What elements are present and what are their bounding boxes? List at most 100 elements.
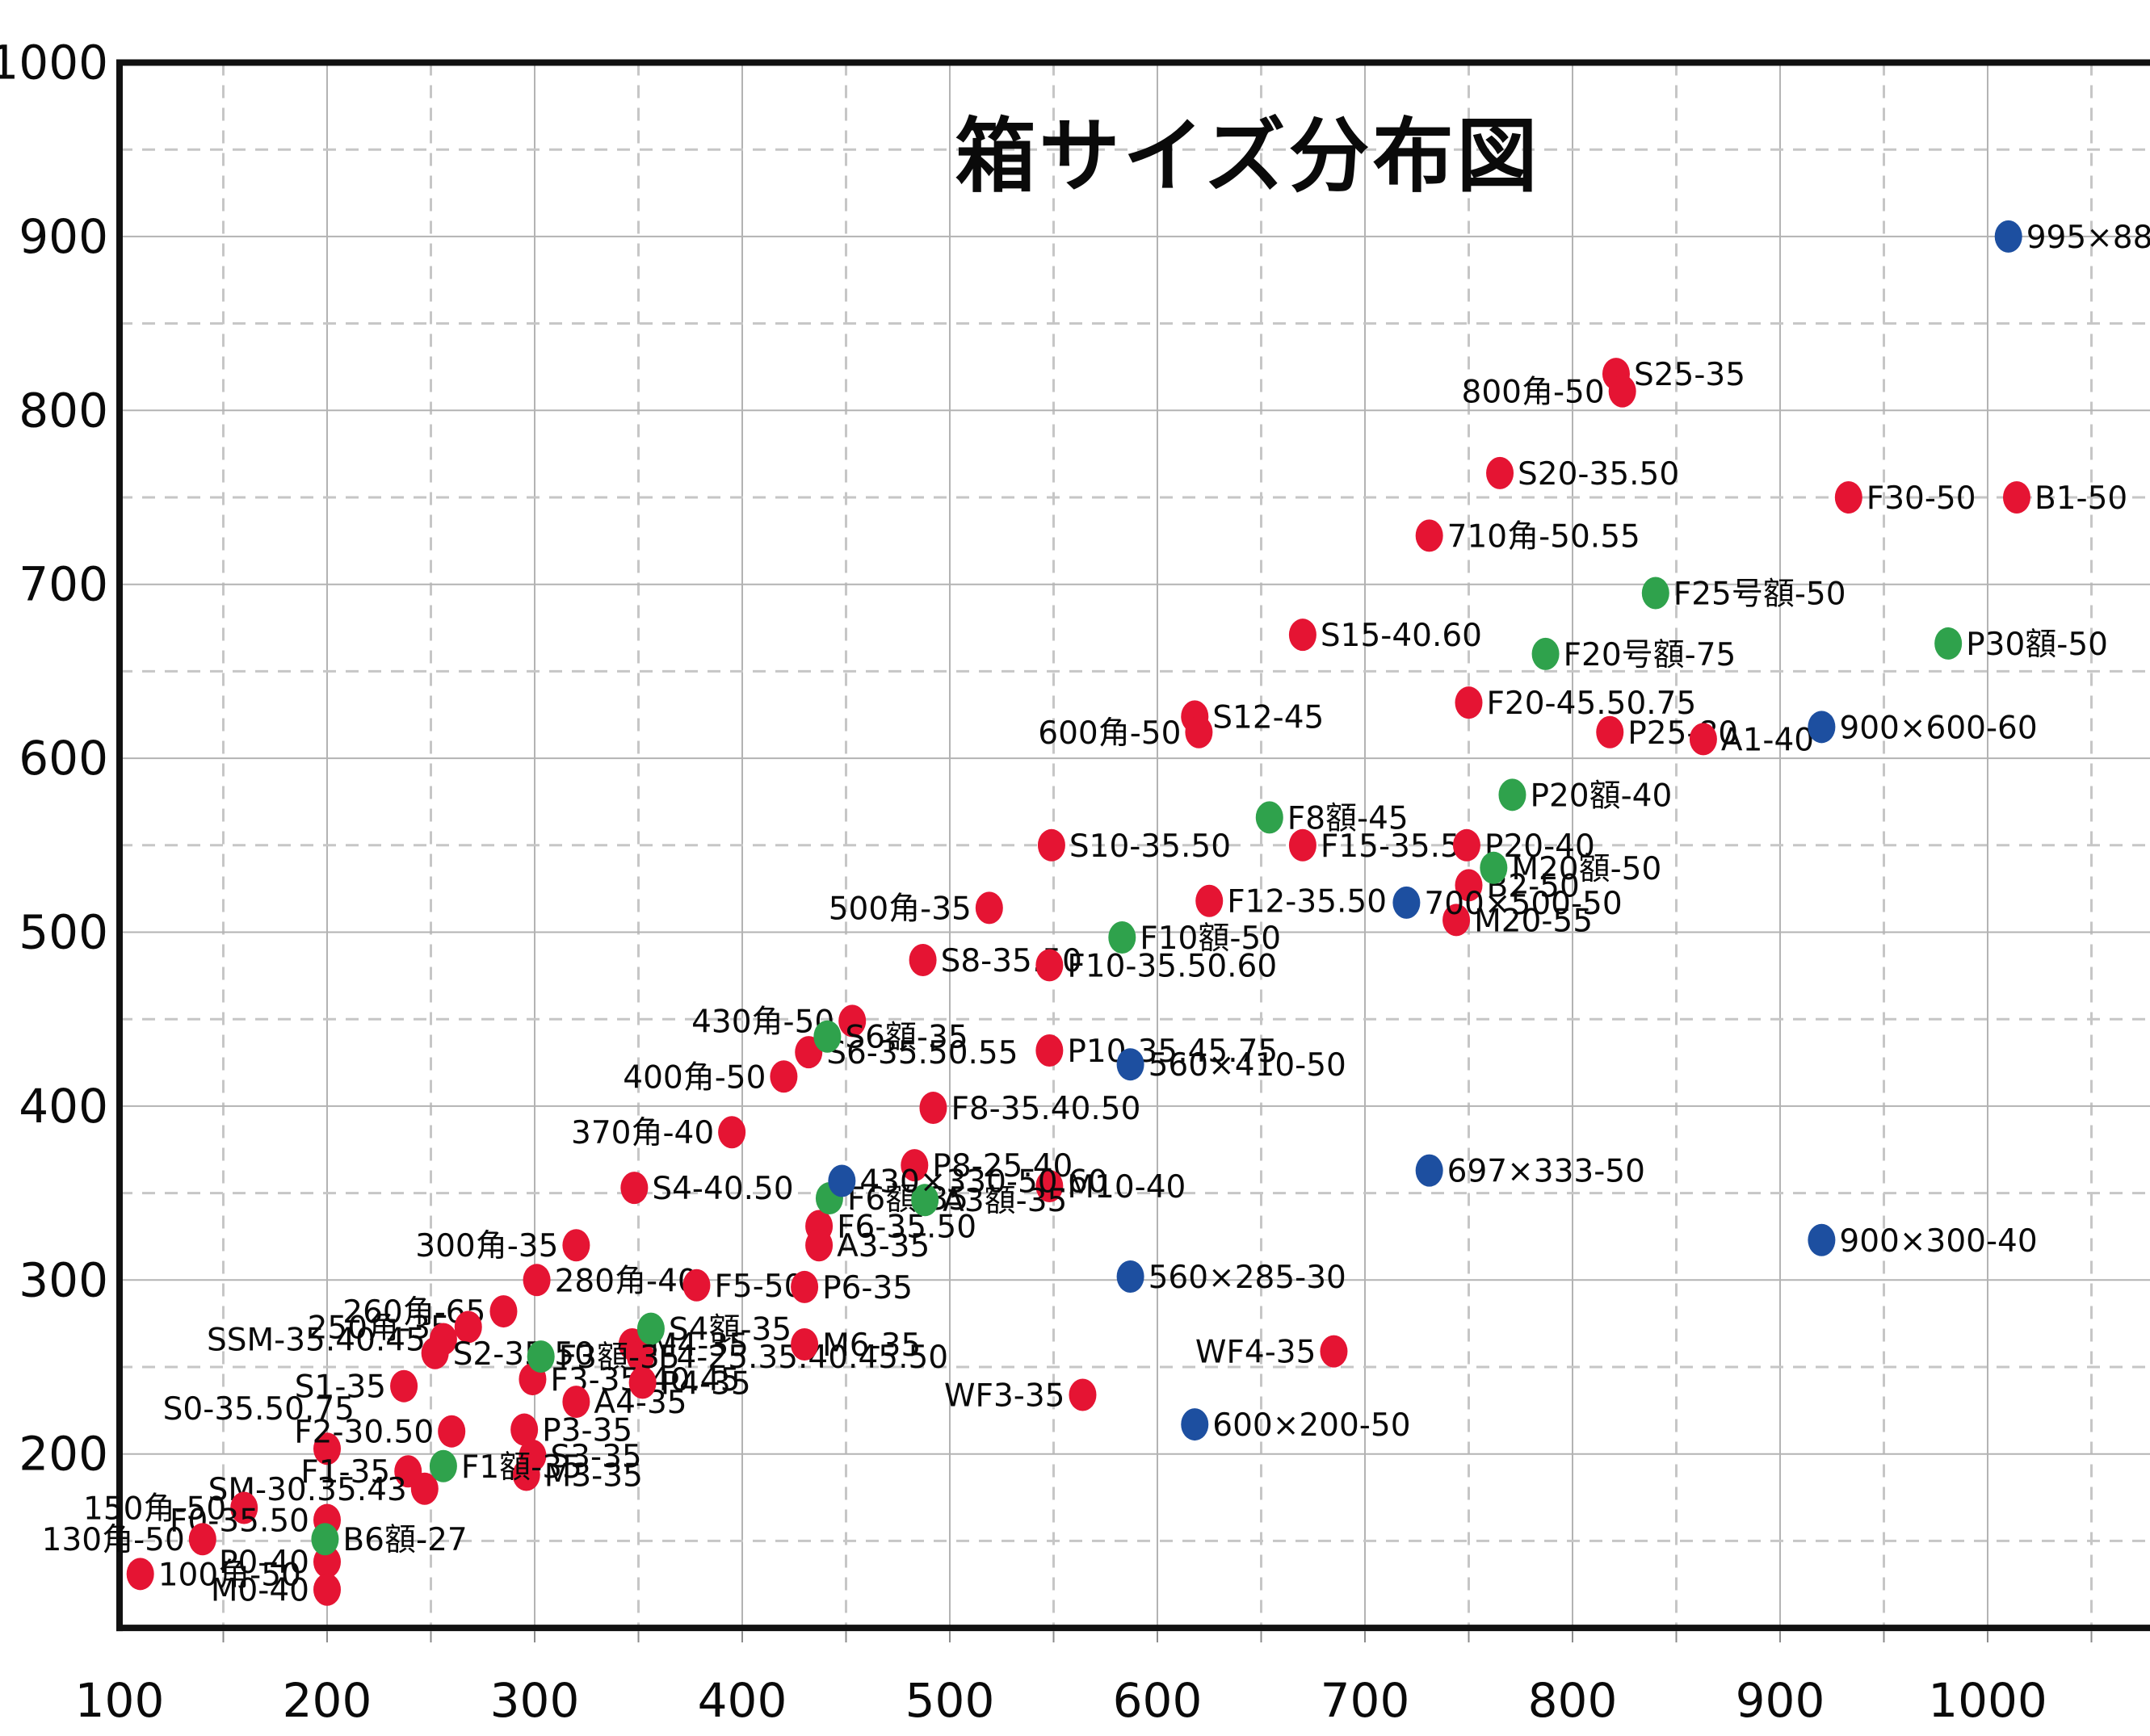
data-point-label: S10-35.50 xyxy=(1069,828,1231,865)
data-point-label: F8額-45 xyxy=(1287,800,1409,837)
data-point-label: 710角-50.55 xyxy=(1447,518,1640,555)
data-point-label: 130角-50 xyxy=(42,1522,185,1558)
data-point-label: M0-40 xyxy=(211,1573,309,1609)
data-point xyxy=(975,891,1003,925)
axis-tick-labels: 100 200 300 400 500 600 700 800 900 1000 200 300 400… xyxy=(0,36,2047,1729)
data-point xyxy=(1455,686,1483,719)
data-point xyxy=(512,1458,540,1491)
data-point-label: P10-35.45.75 xyxy=(1067,1034,1278,1070)
data-point-label: S6-35.50.55 xyxy=(826,1035,1018,1071)
data-point xyxy=(770,1060,798,1093)
data-point xyxy=(791,1327,819,1361)
data-point xyxy=(682,1268,711,1302)
data-point-label: A3額-35 xyxy=(943,1183,1067,1219)
data-point xyxy=(1531,637,1560,670)
data-point-label: P25-80 xyxy=(1627,715,1738,752)
data-point-label: P4-35 xyxy=(661,1365,751,1402)
data-point xyxy=(1596,715,1624,748)
data-point xyxy=(620,1172,649,1205)
data-point-label: 900×600-60 xyxy=(1839,710,2037,746)
data-point-label: S4-40.50 xyxy=(652,1171,793,1207)
data-point-label: 430×330-50.60 xyxy=(859,1164,1107,1201)
data-point xyxy=(909,943,937,976)
data-point xyxy=(1934,627,1963,660)
data-point xyxy=(523,1264,551,1297)
data-point-label: F25号額-50 xyxy=(1673,576,1846,612)
data-point xyxy=(421,1336,449,1369)
data-point xyxy=(510,1413,539,1446)
data-point-label: S12-45 xyxy=(1212,699,1324,736)
data-point-label: F2-30.50 xyxy=(294,1415,434,1451)
data-point xyxy=(1255,801,1283,834)
data-point xyxy=(454,1310,482,1344)
data-point xyxy=(1185,715,1213,748)
data-point xyxy=(1116,1260,1144,1293)
data-point-label: M20-55 xyxy=(1474,903,1593,939)
data-point xyxy=(911,1184,939,1217)
data-point-label: 700×500-50 xyxy=(1424,886,1622,922)
data-point xyxy=(791,1270,819,1303)
x-axis-tick-label: 400 xyxy=(698,1673,787,1728)
data-point-label: M10-40 xyxy=(1067,1169,1186,1206)
data-point-label: S25-35 xyxy=(1634,357,1745,393)
x-axis-tick-label: 500 xyxy=(905,1673,995,1728)
data-point-label: M6-35 xyxy=(822,1327,921,1364)
data-point-label: 280角-40 xyxy=(555,1263,698,1299)
data-point xyxy=(313,1432,341,1466)
data-point xyxy=(628,1366,657,1399)
data-point-label: P30額-50 xyxy=(1966,627,2108,663)
y-axis-tick-label: 700 xyxy=(19,557,108,612)
data-point xyxy=(919,1092,947,1125)
data-point-label: SSM-35.40.45 xyxy=(207,1323,426,1359)
data-point xyxy=(627,1340,655,1373)
axis-frame xyxy=(116,59,2150,1643)
data-point xyxy=(838,1004,867,1038)
data-point-label: B1-50 xyxy=(2035,480,2127,517)
data-point-label: F12-35.50 xyxy=(1227,884,1387,920)
data-point xyxy=(1486,456,1514,489)
y-axis-tick-label: 800 xyxy=(19,383,108,438)
data-point-label: 697×333-50 xyxy=(1447,1154,1645,1190)
data-point-label: S3-35 xyxy=(550,1439,641,1475)
data-point xyxy=(1442,904,1471,937)
data-point-label: F30-50 xyxy=(1867,480,1976,517)
data-point xyxy=(438,1415,466,1448)
data-point-label: WF3-35 xyxy=(944,1377,1065,1414)
data-point xyxy=(1069,1378,1097,1411)
data-point xyxy=(230,1491,258,1524)
data-point-label: F1-35 xyxy=(300,1454,390,1491)
data-point xyxy=(1808,711,1836,744)
data-point xyxy=(1037,828,1065,862)
data-point xyxy=(126,1558,154,1591)
data-point-label: S20-35.50 xyxy=(1518,456,1679,493)
data-point-label: 300角-35 xyxy=(415,1228,558,1264)
data-point-label: F6額-35 xyxy=(847,1181,968,1218)
data-point xyxy=(1195,884,1224,917)
data-point xyxy=(562,1386,590,1419)
data-point xyxy=(828,1164,856,1197)
data-point xyxy=(1452,828,1480,862)
data-point xyxy=(1181,1408,1209,1441)
data-point xyxy=(805,1229,834,1262)
data-point xyxy=(1035,949,1064,982)
data-point xyxy=(489,1295,518,1328)
x-axis-tick-label: 1000 xyxy=(1928,1673,2047,1728)
data-point-label: P3-35 xyxy=(542,1413,632,1449)
data-point xyxy=(1320,1335,1348,1368)
data-point xyxy=(1641,577,1669,610)
data-point-label: S15-40.60 xyxy=(1321,618,1482,654)
data-point-label: 150角-50 xyxy=(83,1491,226,1527)
data-point xyxy=(1392,886,1421,919)
data-point xyxy=(311,1523,339,1556)
data-point-label: S1-35 xyxy=(295,1369,386,1406)
data-point xyxy=(2002,481,2030,514)
data-point-label: F20-45.50.75 xyxy=(1487,686,1697,722)
data-point-label: F20号額-75 xyxy=(1564,637,1736,673)
x-axis-tick-label: 100 xyxy=(75,1673,165,1728)
y-axis-tick-label: 900 xyxy=(19,209,108,264)
data-point xyxy=(1689,723,1717,756)
data-point-label: F1額-35 xyxy=(461,1449,582,1486)
data-point xyxy=(562,1229,590,1262)
